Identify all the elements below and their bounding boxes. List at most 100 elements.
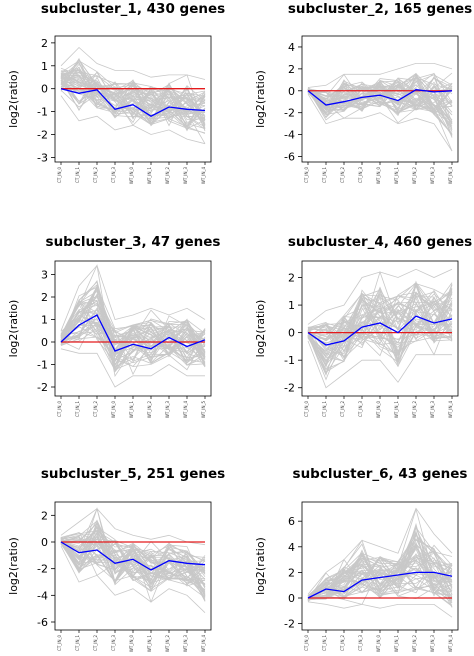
gene-profile-line (60, 537, 206, 584)
y-tick-label: -2 (37, 563, 48, 576)
y-tick-label: 0 (41, 83, 48, 96)
gene-profile-line (60, 331, 206, 368)
x-tick-label: CT_IN_3 (358, 635, 363, 651)
x-tick-label: WT_IN_2 (412, 401, 417, 419)
gene-profile-lines (60, 264, 206, 388)
gene-profile-line (307, 287, 453, 362)
mean-profile-line (60, 314, 206, 352)
gene-profile-line (60, 290, 206, 371)
chart-panel-1: subcluster_1, 430 genes log2(ratio) 2 1 0 -1 -… (7, 1, 225, 184)
x-tick-label: CT_IN_3 (358, 167, 363, 183)
y-tick-label: -1 (284, 354, 295, 367)
x-tick-label: CT_IN_0 (57, 401, 62, 417)
x-tick-label: CT_IN_0 (304, 635, 309, 651)
x-tick-label: WT_IN_3 (183, 635, 188, 653)
gene-profile-line (307, 559, 453, 600)
x-tick-label: CT_IN_0 (57, 167, 62, 183)
gene-profile-lines (307, 507, 453, 618)
y-tick-label: 0 (41, 536, 48, 549)
gene-profile-line (60, 348, 205, 388)
x-tick-label: WT_IN_1 (394, 401, 399, 419)
gene-profile-line (307, 307, 453, 368)
y-tick-label: 0 (288, 85, 295, 98)
x-tick-label: CT_IN_0 (304, 401, 309, 417)
x-tick-label: WT_IN_0 (129, 635, 134, 653)
x-tick-label: CT_IN_1 (322, 635, 327, 651)
y-tick-label: 1 (41, 314, 48, 327)
gene-profile-line (307, 293, 453, 348)
x-tick-label: WT_IN_4 (183, 401, 188, 419)
x-tick-label: CT_IN_2 (340, 635, 345, 651)
x-tick-label: CT_IN_3 (111, 167, 116, 183)
gene-profile-line (307, 73, 453, 107)
gene-profile-line (60, 538, 206, 579)
panel-title: subcluster_2, 165 genes (288, 1, 472, 17)
gene-profile-line (307, 79, 453, 114)
x-tick-label: WT_IN_2 (165, 167, 170, 185)
x-tick-label: WT_IN_4 (448, 635, 453, 653)
gene-profile-line (307, 293, 453, 352)
gene-profile-line (60, 302, 206, 355)
x-tick-label: CT_IN_1 (322, 167, 327, 183)
y-tick-label: -4 (284, 129, 295, 142)
gene-profile-line (307, 282, 453, 361)
x-tick-label: WT_IN_1 (394, 167, 399, 185)
y-tick-label: 2 (41, 509, 48, 522)
x-tick-label: WT_IN_1 (394, 635, 399, 653)
x-tick-label: WT_IN_1 (147, 635, 152, 653)
y-axis-label: log2(ratio) (254, 300, 267, 358)
gene-profile-line (307, 572, 453, 601)
y-tick-label: -2 (37, 129, 48, 142)
gene-profile-line (60, 89, 206, 134)
gene-profile-line (60, 533, 206, 596)
x-tick-label: CT_IN_1 (322, 401, 327, 417)
x-tick-label: WT_IN_3 (165, 401, 170, 419)
gene-profile-line (307, 601, 453, 618)
y-tick-label: 2 (288, 566, 295, 579)
gene-profile-line (60, 301, 206, 359)
mean-profile-line (307, 571, 453, 599)
x-tick-label: CT_IN_3 (358, 401, 363, 417)
gene-profile-line (60, 280, 206, 351)
gene-profile-lines (307, 268, 453, 389)
gene-profile-line (307, 93, 453, 152)
y-tick-label: 4 (288, 541, 295, 554)
y-axis-label: log2(ratio) (7, 300, 20, 358)
gene-profile-line (60, 532, 206, 595)
gene-profile-line (307, 63, 453, 88)
x-tick-label: WT_IN_2 (147, 401, 152, 419)
gene-profile-line (307, 83, 453, 130)
x-tick-label: WT_IN_4 (448, 167, 453, 185)
panel-title: subcluster_3, 47 genes (46, 234, 221, 250)
gene-profile-line (307, 284, 453, 363)
y-axis-label: log2(ratio) (7, 537, 20, 595)
gene-profile-line (60, 327, 206, 372)
x-tick-label: WT_IN_0 (376, 635, 381, 653)
y-tick-label: 2 (41, 37, 48, 50)
gene-profile-line (307, 286, 453, 351)
gene-profile-line (307, 300, 453, 381)
x-tick-label: WT_IN_3 (430, 635, 435, 653)
gene-profile-line (60, 46, 206, 80)
x-tick-label: WT_IN_2 (412, 635, 417, 653)
y-tick-label: 1 (288, 299, 295, 312)
x-tick-label: CT_IN_2 (340, 401, 345, 417)
x-tick-label: CT_IN_1 (75, 635, 80, 651)
gene-profile-line (60, 530, 206, 579)
gene-profile-line (60, 80, 206, 115)
x-tick-label: WT_IN_0 (376, 167, 381, 185)
y-tick-label: 3 (41, 269, 48, 282)
gene-profile-line (60, 545, 206, 613)
gene-profile-line (307, 77, 453, 108)
x-tick-label: WT_IN_3 (430, 401, 435, 419)
y-tick-label: 6 (288, 515, 295, 528)
y-tick-label: -6 (284, 151, 295, 164)
y-tick-label: -2 (37, 381, 48, 394)
mean-profile-line (307, 315, 453, 346)
gene-profile-line (307, 299, 453, 365)
y-tick-label: -4 (37, 589, 48, 602)
x-tick-label: CT_IN_0 (57, 635, 62, 651)
x-tick-label: WT_IN_5 (201, 401, 206, 419)
gene-profile-line (307, 77, 453, 108)
x-tick-label: WT_IN_1 (147, 167, 152, 185)
